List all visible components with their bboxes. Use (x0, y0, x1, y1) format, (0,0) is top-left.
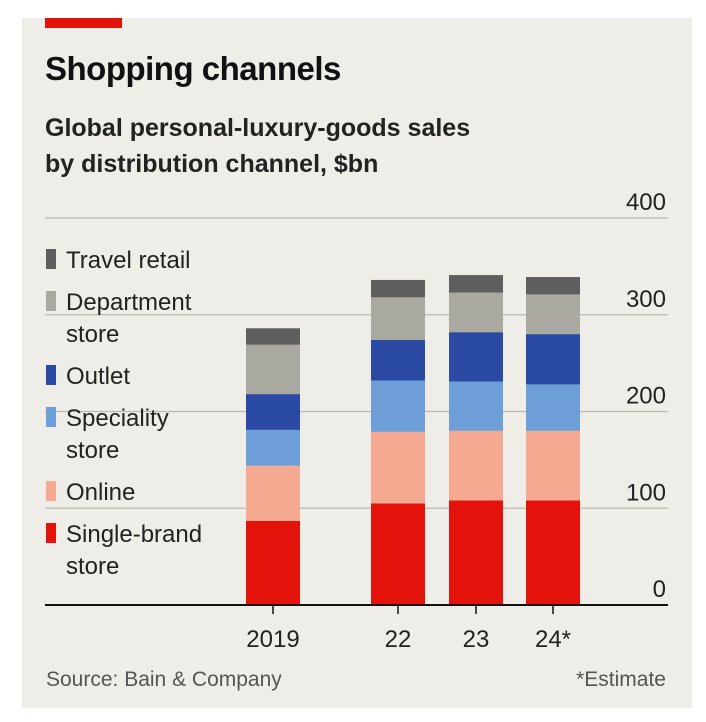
bar-segment-outlet (449, 332, 503, 382)
y-tick-label: 400 (626, 189, 666, 216)
legend-label: store (66, 321, 119, 348)
y-tick-label: 200 (626, 383, 666, 410)
bar-segment-outlet (371, 339, 425, 381)
chart-subtitle: Global personal-luxury-goods sales by di… (45, 110, 470, 182)
chart-title: Shopping channels (45, 50, 341, 87)
bar-segment-speciality-store (371, 380, 425, 432)
x-tick-label: 24* (535, 626, 571, 653)
legend-swatch (46, 481, 56, 501)
legend-swatch (46, 365, 56, 385)
estimate-note: *Estimate (576, 668, 666, 691)
bar-segment-speciality-store (246, 429, 300, 466)
bar-segment-outlet (526, 334, 580, 385)
chart-subtitle-line-1: Global personal-luxury-goods sales (45, 114, 471, 142)
bar-segment-department-store (526, 294, 580, 335)
legend-label: Speciality (66, 405, 169, 432)
bar-segment-speciality-store (449, 381, 503, 431)
y-tick-label: 300 (626, 286, 666, 313)
bar-segment-single-brand-store (449, 500, 503, 605)
legend-label: store (66, 553, 119, 580)
legend-label: Department (66, 289, 192, 316)
bar-segment-travel-retail (371, 279, 425, 298)
chart-subtitle-line-2: by distribution channel, $bn (45, 150, 379, 178)
bar-segment-single-brand-store (246, 520, 300, 605)
legend-swatch (46, 291, 56, 311)
brand-accent-bar (45, 18, 122, 28)
legend-label: Single-brand (66, 521, 202, 548)
source-note: Source: Bain & Company (46, 668, 282, 691)
bar-segment-travel-retail (526, 277, 580, 295)
bar-segment-single-brand-store (526, 500, 580, 605)
legend-swatch (46, 249, 56, 269)
bar-segment-department-store (246, 344, 300, 395)
legend-swatch (46, 407, 56, 427)
bar-segment-online (371, 431, 425, 504)
bar-segment-speciality-store (526, 384, 580, 431)
bar-segment-online (526, 430, 580, 501)
legend-swatch (46, 523, 56, 543)
bar-segment-department-store (371, 297, 425, 340)
y-tick-label: 0 (653, 576, 666, 603)
bar-segment-online (449, 430, 503, 501)
legend-label: Online (66, 479, 135, 506)
x-tick-label: 23 (463, 626, 490, 653)
legend-label: Travel retail (66, 247, 190, 274)
bar-segment-online (246, 465, 300, 521)
bar-segment-single-brand-store (371, 503, 425, 605)
bar-segment-department-store (449, 292, 503, 333)
legend-label: Outlet (66, 363, 130, 390)
bar-segment-travel-retail (449, 275, 503, 293)
bar-segment-travel-retail (246, 328, 300, 345)
y-tick-label: 100 (626, 479, 666, 506)
legend-label: store (66, 437, 119, 464)
bar-segment-outlet (246, 394, 300, 430)
x-tick-label: 22 (385, 626, 412, 653)
x-tick-label: 2019 (246, 626, 299, 653)
chart-panel (22, 18, 692, 708)
